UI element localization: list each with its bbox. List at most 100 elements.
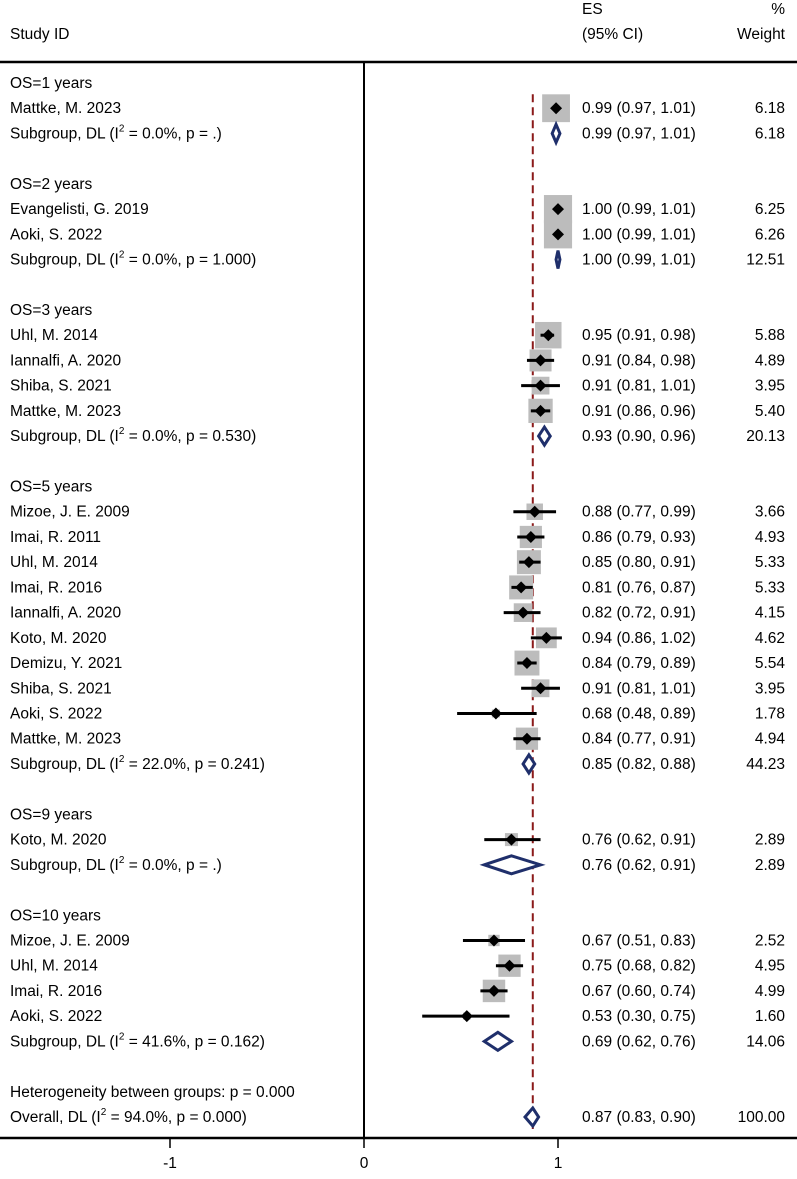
subgroup-diamond [550, 120, 562, 147]
study-name: Shiba, S. 2021 [10, 378, 112, 395]
study-name: Imai, R. 2016 [10, 579, 102, 596]
subgroup-label-rest: = 0.0%, p = 0.530) [124, 428, 256, 445]
overall-diamond [523, 1105, 541, 1129]
overall-ci: 0.87 (0.83, 0.90) [582, 1109, 696, 1126]
subgroup-label-rest: = 0.0%, p = .) [124, 857, 221, 874]
subgroup-diamond [479, 854, 546, 876]
group-2: OS=2 years Evangelisti, G. 2019 1.00 (0.99… [10, 176, 785, 269]
x-tick-label: -1 [163, 1155, 177, 1172]
estimate-point [534, 404, 547, 417]
subgroup-ci: 0.76 (0.62, 0.91) [582, 857, 696, 874]
subgroup-weight: 20.13 [746, 428, 785, 445]
subgroup-label-sup: 2 [119, 123, 125, 134]
subgroup-row: Subgroup, DL (I2 = 0.0%, p = .) 0.76 (0.6… [10, 854, 785, 876]
subgroup-label-sup: 2 [119, 426, 125, 437]
study-name: Demizu, Y. 2021 [10, 655, 122, 672]
study-name: Uhl, M. 2014 [10, 958, 98, 975]
study-ci: 0.95 (0.91, 0.98) [582, 327, 696, 344]
study-weight: 5.40 [755, 403, 786, 420]
subgroup-ci: 0.99 (0.97, 1.01) [582, 125, 696, 142]
study-ci: 0.86 (0.79, 0.93) [582, 529, 696, 546]
subgroup-ci: 0.85 (0.82, 0.88) [582, 756, 696, 773]
study-name: Aoki, S. 2022 [10, 706, 102, 723]
subgroup-label-text: Subgroup, DL (I [10, 428, 119, 445]
subgroup-ci: 1.00 (0.99, 1.01) [582, 252, 696, 269]
header-weight: Weight [737, 26, 786, 43]
study-row: Mattke, M. 2023 0.99 (0.97, 1.01) 6.18 [10, 94, 785, 123]
group-label: OS=2 years [10, 176, 93, 193]
group-label: OS=5 years [10, 479, 93, 496]
study-ci: 0.84 (0.77, 0.91) [582, 731, 696, 748]
study-ci: 0.53 (0.30, 0.75) [582, 1008, 696, 1025]
subgroup-label-text: Subgroup, DL (I [10, 252, 119, 269]
header-es: ES [582, 1, 603, 18]
subgroup-label: Subgroup, DL (I2 = 0.0%, p = .) [10, 123, 222, 142]
study-name: Koto, M. 2020 [10, 630, 107, 647]
subgroup-label-sup: 2 [119, 855, 125, 866]
study-ci: 0.82 (0.72, 0.91) [582, 605, 696, 622]
estimate-point [522, 556, 535, 569]
study-row: Mattke, M. 2023 0.84 (0.77, 0.91) 4.94 [10, 727, 785, 750]
subgroup-row: Subgroup, DL (I2 = 41.6%, p = 0.162) 0.69… [10, 1030, 785, 1053]
study-ci: 0.88 (0.77, 0.99) [582, 504, 696, 521]
header-es-ci: (95% CI) [582, 26, 643, 43]
study-row: Uhl, M. 2014 0.85 (0.80, 0.91) 5.33 [10, 550, 785, 575]
study-row: Uhl, M. 2014 0.95 (0.91, 0.98) 5.88 [10, 321, 785, 349]
subgroup-label-rest: = 0.0%, p = 1.000) [124, 252, 256, 269]
study-name: Mizoe, J. E. 2009 [10, 932, 130, 949]
subgroup-label-text: Subgroup, DL (I [10, 1033, 119, 1050]
group-label: OS=10 years [10, 907, 101, 924]
study-weight: 5.33 [755, 554, 785, 571]
estimate-point [520, 657, 533, 670]
study-ci: 0.67 (0.60, 0.74) [582, 983, 696, 1000]
subgroup-label: Subgroup, DL (I2 = 41.6%, p = 0.162) [10, 1031, 265, 1050]
study-weight: 4.93 [755, 529, 785, 546]
study-row: Imai, R. 2011 0.86 (0.79, 0.93) 4.93 [10, 525, 785, 549]
overall-label: Overall, DL (I2 = 94.0%, p = 0.000) [10, 1107, 247, 1126]
study-name: Mattke, M. 2023 [10, 731, 121, 748]
study-weight: 3.66 [755, 504, 785, 521]
study-weight: 1.60 [755, 1008, 786, 1025]
subgroup-row: Subgroup, DL (I2 = 0.0%, p = 0.530) 0.93 … [10, 424, 785, 448]
study-name: Koto, M. 2020 [10, 832, 107, 849]
estimate-point [489, 707, 502, 720]
subgroup-diamond [521, 752, 537, 776]
study-row: Uhl, M. 2014 0.75 (0.68, 0.82) 4.95 [10, 954, 785, 977]
study-weight: 3.95 [755, 378, 785, 395]
study-ci: 0.91 (0.86, 0.96) [582, 403, 696, 420]
x-tick-label: 0 [360, 1155, 369, 1172]
estimate-point [460, 1010, 473, 1023]
estimate-point [550, 102, 563, 115]
study-row: Demizu, Y. 2021 0.84 (0.79, 0.89) 5.54 [10, 650, 785, 676]
estimate-point [552, 228, 564, 241]
subgroup-label-sup: 2 [119, 754, 125, 765]
estimate-point [517, 606, 530, 619]
study-row: Imai, R. 2016 0.67 (0.60, 0.74) 4.99 [10, 979, 785, 1003]
subgroup-label-sup: 2 [119, 250, 125, 261]
overall-label-text: Overall, DL (I [10, 1109, 101, 1126]
subgroup-label: Subgroup, DL (I2 = 0.0%, p = 1.000) [10, 250, 256, 269]
group-6: OS=10 years Mizoe, J. E. 2009 0.67 (0.51, … [10, 907, 785, 1053]
subgroup-weight: 6.18 [755, 125, 785, 142]
study-row: Evangelisti, G. 2019 1.00 (0.99, 1.01) 6.2… [10, 195, 785, 224]
estimate-point [487, 984, 500, 997]
subgroup-label-rest: = 22.0%, p = 0.241) [124, 756, 264, 773]
study-name: Evangelisti, G. 2019 [10, 201, 149, 218]
study-weight: 3.95 [755, 680, 785, 697]
study-row: Shiba, S. 2021 0.91 (0.81, 1.01) 3.95 [10, 679, 785, 697]
study-ci: 0.99 (0.97, 1.01) [582, 100, 696, 117]
subgroup-weight: 44.23 [746, 756, 785, 773]
subgroup-label-text: Subgroup, DL (I [10, 125, 119, 142]
study-row: Mizoe, J. E. 2009 0.88 (0.77, 0.99) 3.66 [10, 503, 785, 521]
subgroup-label: Subgroup, DL (I2 = 0.0%, p = .) [10, 855, 222, 874]
subgroup-ci: 0.93 (0.90, 0.96) [582, 428, 696, 445]
estimate-point [528, 505, 541, 518]
study-ci: 0.76 (0.62, 0.91) [582, 832, 696, 849]
study-row: Aoki, S. 2022 0.53 (0.30, 0.75) 1.60 [10, 1008, 785, 1025]
group-5: OS=9 years Koto, M. 2020 0.76 (0.62, 0.91)… [10, 806, 785, 876]
study-name: Imai, R. 2016 [10, 983, 102, 1000]
x-axis: -1 0 1 [163, 1138, 562, 1172]
study-weight: 4.62 [755, 630, 785, 647]
estimate-point [540, 631, 553, 644]
study-name: Mizoe, J. E. 2009 [10, 504, 130, 521]
